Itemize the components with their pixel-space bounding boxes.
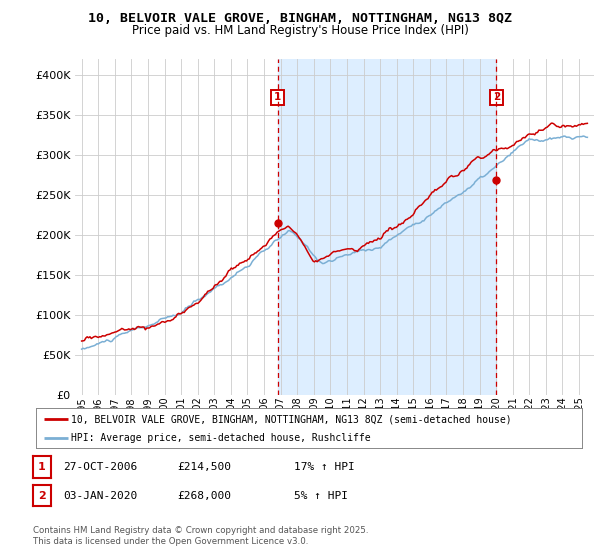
Text: 10, BELVOIR VALE GROVE, BINGHAM, NOTTINGHAM, NG13 8QZ: 10, BELVOIR VALE GROVE, BINGHAM, NOTTING… [88,12,512,25]
Text: £214,500: £214,500 [177,462,231,472]
Text: 1: 1 [274,92,281,102]
Text: 2: 2 [38,491,46,501]
Text: HPI: Average price, semi-detached house, Rushcliffe: HPI: Average price, semi-detached house,… [71,433,371,444]
Bar [278,59,496,395]
Text: 10, BELVOIR VALE GROVE, BINGHAM, NOTTINGHAM, NG13 8QZ (semi-detached house): 10, BELVOIR VALE GROVE, BINGHAM, NOTTING… [71,414,512,424]
Text: 17% ↑ HPI: 17% ↑ HPI [294,462,355,472]
Text: Contains HM Land Registry data © Crown copyright and database right 2025.
This d: Contains HM Land Registry data © Crown c… [33,526,368,546]
Text: 27-OCT-2006: 27-OCT-2006 [63,462,137,472]
Text: 03-JAN-2020: 03-JAN-2020 [63,491,137,501]
Text: 2: 2 [493,92,500,102]
Text: 5% ↑ HPI: 5% ↑ HPI [294,491,348,501]
Text: £268,000: £268,000 [177,491,231,501]
Text: Price paid vs. HM Land Registry's House Price Index (HPI): Price paid vs. HM Land Registry's House … [131,24,469,36]
Text: 1: 1 [38,462,46,472]
